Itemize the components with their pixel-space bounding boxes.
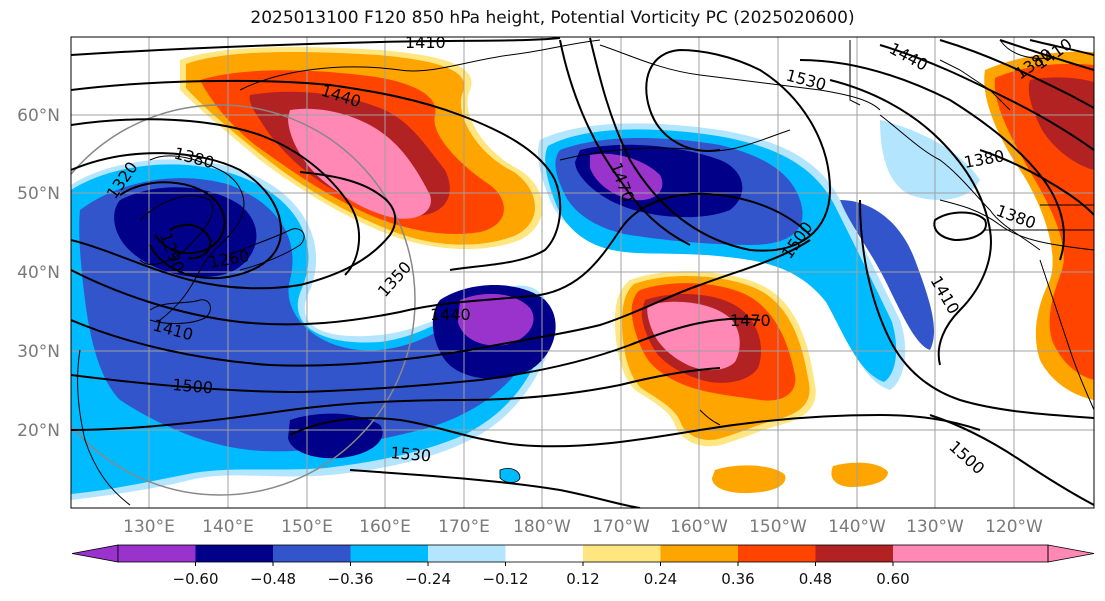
colorbar-swatch — [893, 545, 971, 562]
height-contours — [71, 37, 1094, 508]
colorbar: −0.60 −0.48 −0.36 −0.24 −0.12 0.12 0.24 0.36 0.4… — [71, 544, 1095, 588]
lon-label: 140°E — [202, 517, 254, 537]
lon-label: 120°W — [985, 517, 1043, 537]
colorbar-swatch — [660, 545, 739, 562]
colorbar-extend-high — [1047, 544, 1095, 563]
colorbar-swatch — [273, 545, 351, 562]
colorbar-tick-label: 0.36 — [721, 570, 754, 588]
colorbar-swatch — [583, 545, 661, 562]
range-ring — [71, 104, 416, 496]
colorbar-tick-label: 0.24 — [644, 570, 677, 588]
lat-label: 30°N — [17, 342, 60, 362]
colorbar-swatch — [195, 545, 274, 562]
colorbar-tick-label: 0.60 — [876, 570, 909, 588]
colorbar-tick-label: 0.12 — [566, 570, 599, 588]
lon-label: 130°E — [123, 517, 175, 537]
lat-label: 20°N — [17, 421, 60, 441]
colorbar-swatch — [815, 545, 894, 562]
contour-label: 1410 — [405, 33, 446, 52]
contour-label: 1470 — [730, 311, 771, 330]
colorbar-extend-low — [71, 544, 119, 563]
colorbar-tick-label: −0.48 — [250, 570, 296, 588]
colorbar-swatch — [428, 545, 506, 562]
lon-label: 150°E — [281, 517, 333, 537]
lon-label: 170°W — [592, 517, 650, 537]
map-frame — [70, 36, 1095, 509]
lon-label: 160°W — [670, 517, 728, 537]
colorbar-tick-label: −0.36 — [328, 570, 374, 588]
lon-label: 180°W — [513, 517, 571, 537]
latitude-labels: 60°N 50°N 40°N 30°N 20°N — [17, 106, 60, 441]
lon-label: 170°E — [438, 517, 490, 537]
contour-label: 1440 — [430, 305, 471, 324]
colorbar-tick-label: −0.60 — [173, 570, 219, 588]
pv-fill-positive-central — [615, 271, 888, 494]
lon-label: 150°W — [749, 517, 807, 537]
map-content: 1410 1440 1530 1440 1380 1470 1320 1380 … — [71, 33, 1094, 508]
colorbar-swatch — [118, 545, 196, 562]
lon-label: 130°W — [906, 517, 964, 537]
colorbar-swatch — [350, 545, 429, 562]
contour-label: 1530 — [390, 443, 432, 465]
map-title: 2025013100 F120 850 hPa height, Potentia… — [250, 8, 855, 28]
colorbar-tick-label: −0.24 — [405, 570, 451, 588]
colorbar-swatch — [738, 545, 816, 562]
colorbar-swatch — [505, 545, 584, 562]
island-fills — [499, 468, 521, 483]
pv-fill-positive-north — [180, 47, 543, 250]
colorbar-tick-label: 0.48 — [799, 570, 832, 588]
lon-label: 160°E — [359, 517, 411, 537]
lat-label: 40°N — [17, 263, 60, 283]
lon-label: 140°W — [828, 517, 886, 537]
longitude-labels: 130°E 140°E 150°E 160°E 170°E 180°W 170°… — [123, 517, 1043, 537]
coastlines — [77, 39, 1094, 506]
lat-label: 50°N — [17, 184, 60, 204]
lat-label: 60°N — [17, 106, 60, 126]
colorbar-tick-label: −0.12 — [483, 570, 529, 588]
pv-fill-positive-east — [984, 51, 1094, 400]
contour-label: 1500 — [172, 375, 214, 397]
colorbar-swatch — [970, 545, 1049, 562]
